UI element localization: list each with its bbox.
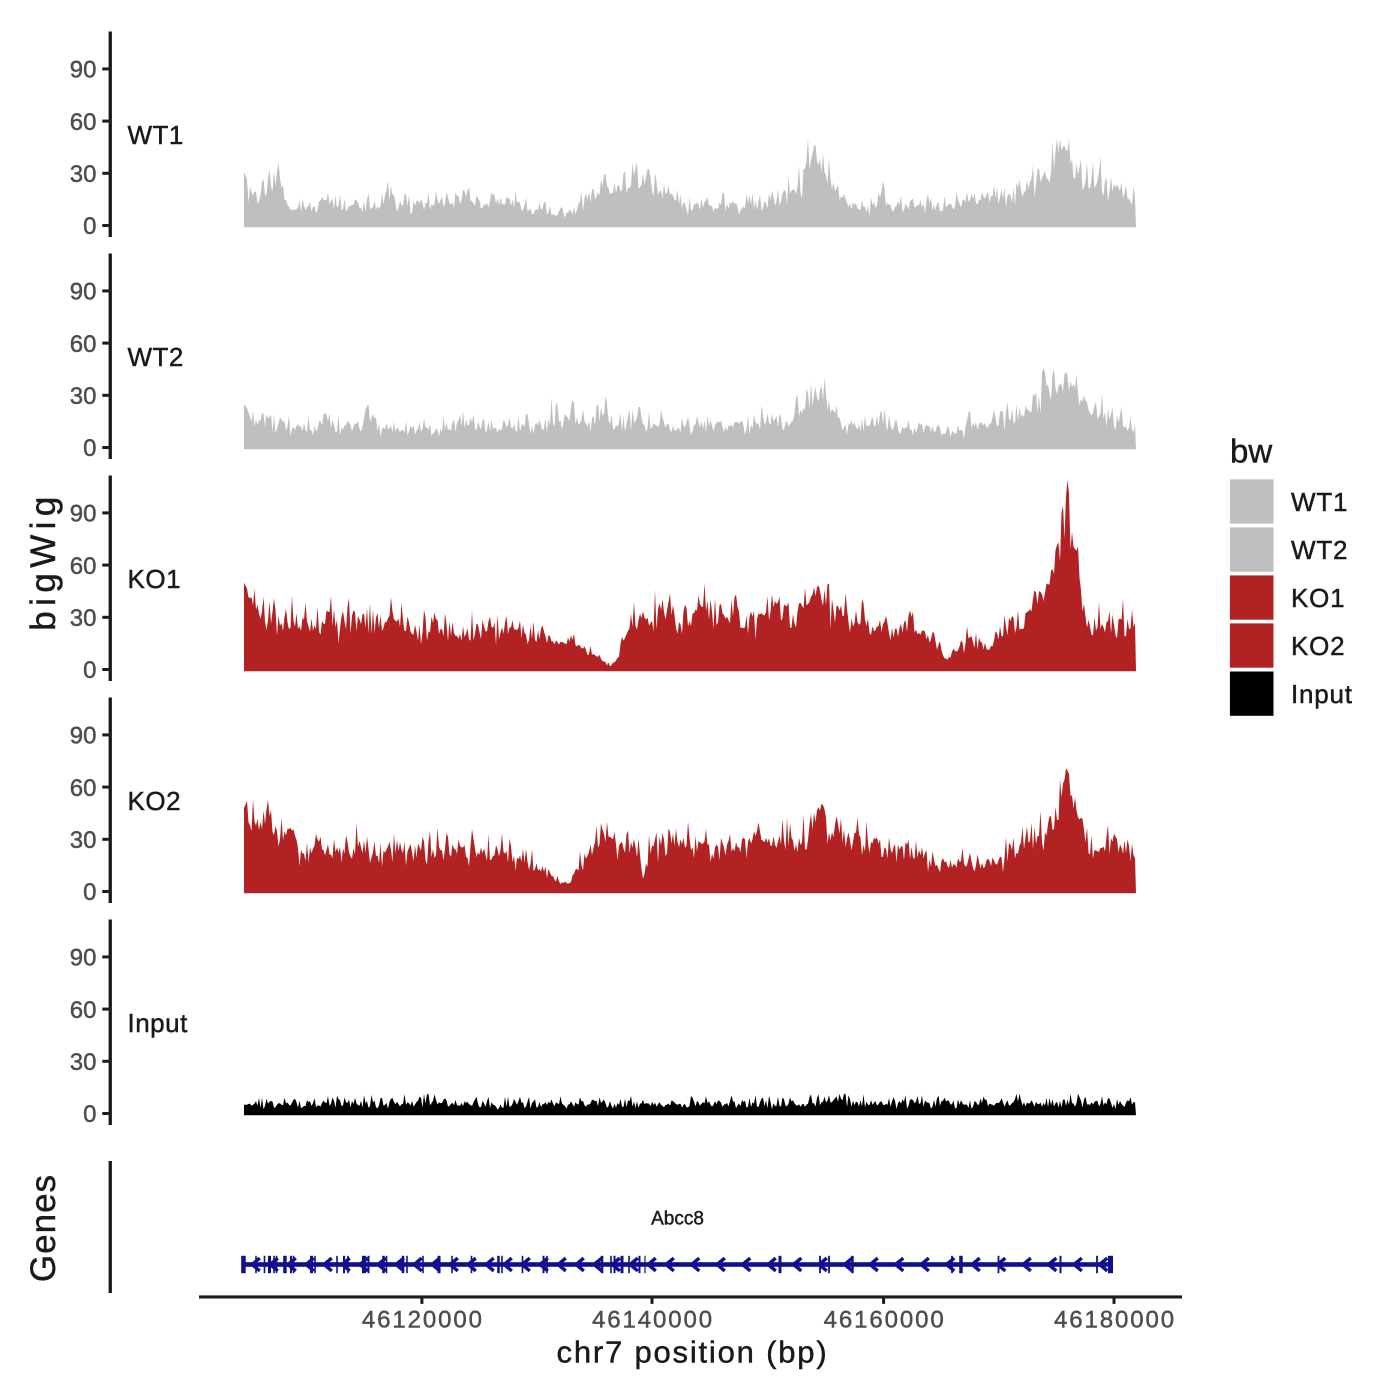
svg-text:Genes: Genes xyxy=(24,1174,63,1282)
svg-text:30: 30 xyxy=(70,827,97,854)
svg-text:90: 90 xyxy=(70,945,97,972)
svg-text:60: 60 xyxy=(70,553,97,580)
svg-text:90: 90 xyxy=(70,279,97,306)
svg-text:30: 30 xyxy=(70,605,97,632)
svg-text:KO1: KO1 xyxy=(128,564,182,594)
svg-text:46120000: 46120000 xyxy=(362,1307,484,1334)
svg-text:0: 0 xyxy=(83,657,96,684)
svg-text:30: 30 xyxy=(70,161,97,188)
svg-text:0: 0 xyxy=(83,879,96,906)
svg-text:Input: Input xyxy=(128,1008,189,1038)
svg-text:60: 60 xyxy=(70,997,97,1024)
svg-text:bigWig: bigWig xyxy=(24,491,63,630)
svg-text:WT2: WT2 xyxy=(1291,535,1348,565)
svg-text:chr7 position (bp): chr7 position (bp) xyxy=(557,1335,829,1370)
svg-text:60: 60 xyxy=(70,775,97,802)
svg-text:KO2: KO2 xyxy=(1291,631,1345,661)
svg-text:30: 30 xyxy=(70,1049,97,1076)
svg-text:0: 0 xyxy=(83,435,96,462)
svg-text:46160000: 46160000 xyxy=(824,1307,946,1334)
svg-text:60: 60 xyxy=(70,109,97,136)
svg-text:WT2: WT2 xyxy=(128,342,184,372)
svg-text:90: 90 xyxy=(70,57,97,84)
svg-text:KO2: KO2 xyxy=(128,786,182,816)
svg-text:60: 60 xyxy=(70,331,97,358)
svg-text:0: 0 xyxy=(83,1101,96,1128)
svg-text:0: 0 xyxy=(83,213,96,240)
svg-text:90: 90 xyxy=(70,723,97,750)
svg-text:WT1: WT1 xyxy=(128,120,184,150)
svg-text:bw: bw xyxy=(1230,432,1272,469)
svg-text:90: 90 xyxy=(70,501,97,528)
svg-text:WT1: WT1 xyxy=(1291,487,1348,517)
svg-text:Input: Input xyxy=(1291,679,1353,709)
svg-text:46180000: 46180000 xyxy=(1054,1307,1176,1334)
svg-text:46140000: 46140000 xyxy=(592,1307,714,1334)
svg-text:KO1: KO1 xyxy=(1291,583,1345,613)
svg-text:30: 30 xyxy=(70,383,97,410)
svg-text:Abcc8: Abcc8 xyxy=(651,1209,704,1230)
